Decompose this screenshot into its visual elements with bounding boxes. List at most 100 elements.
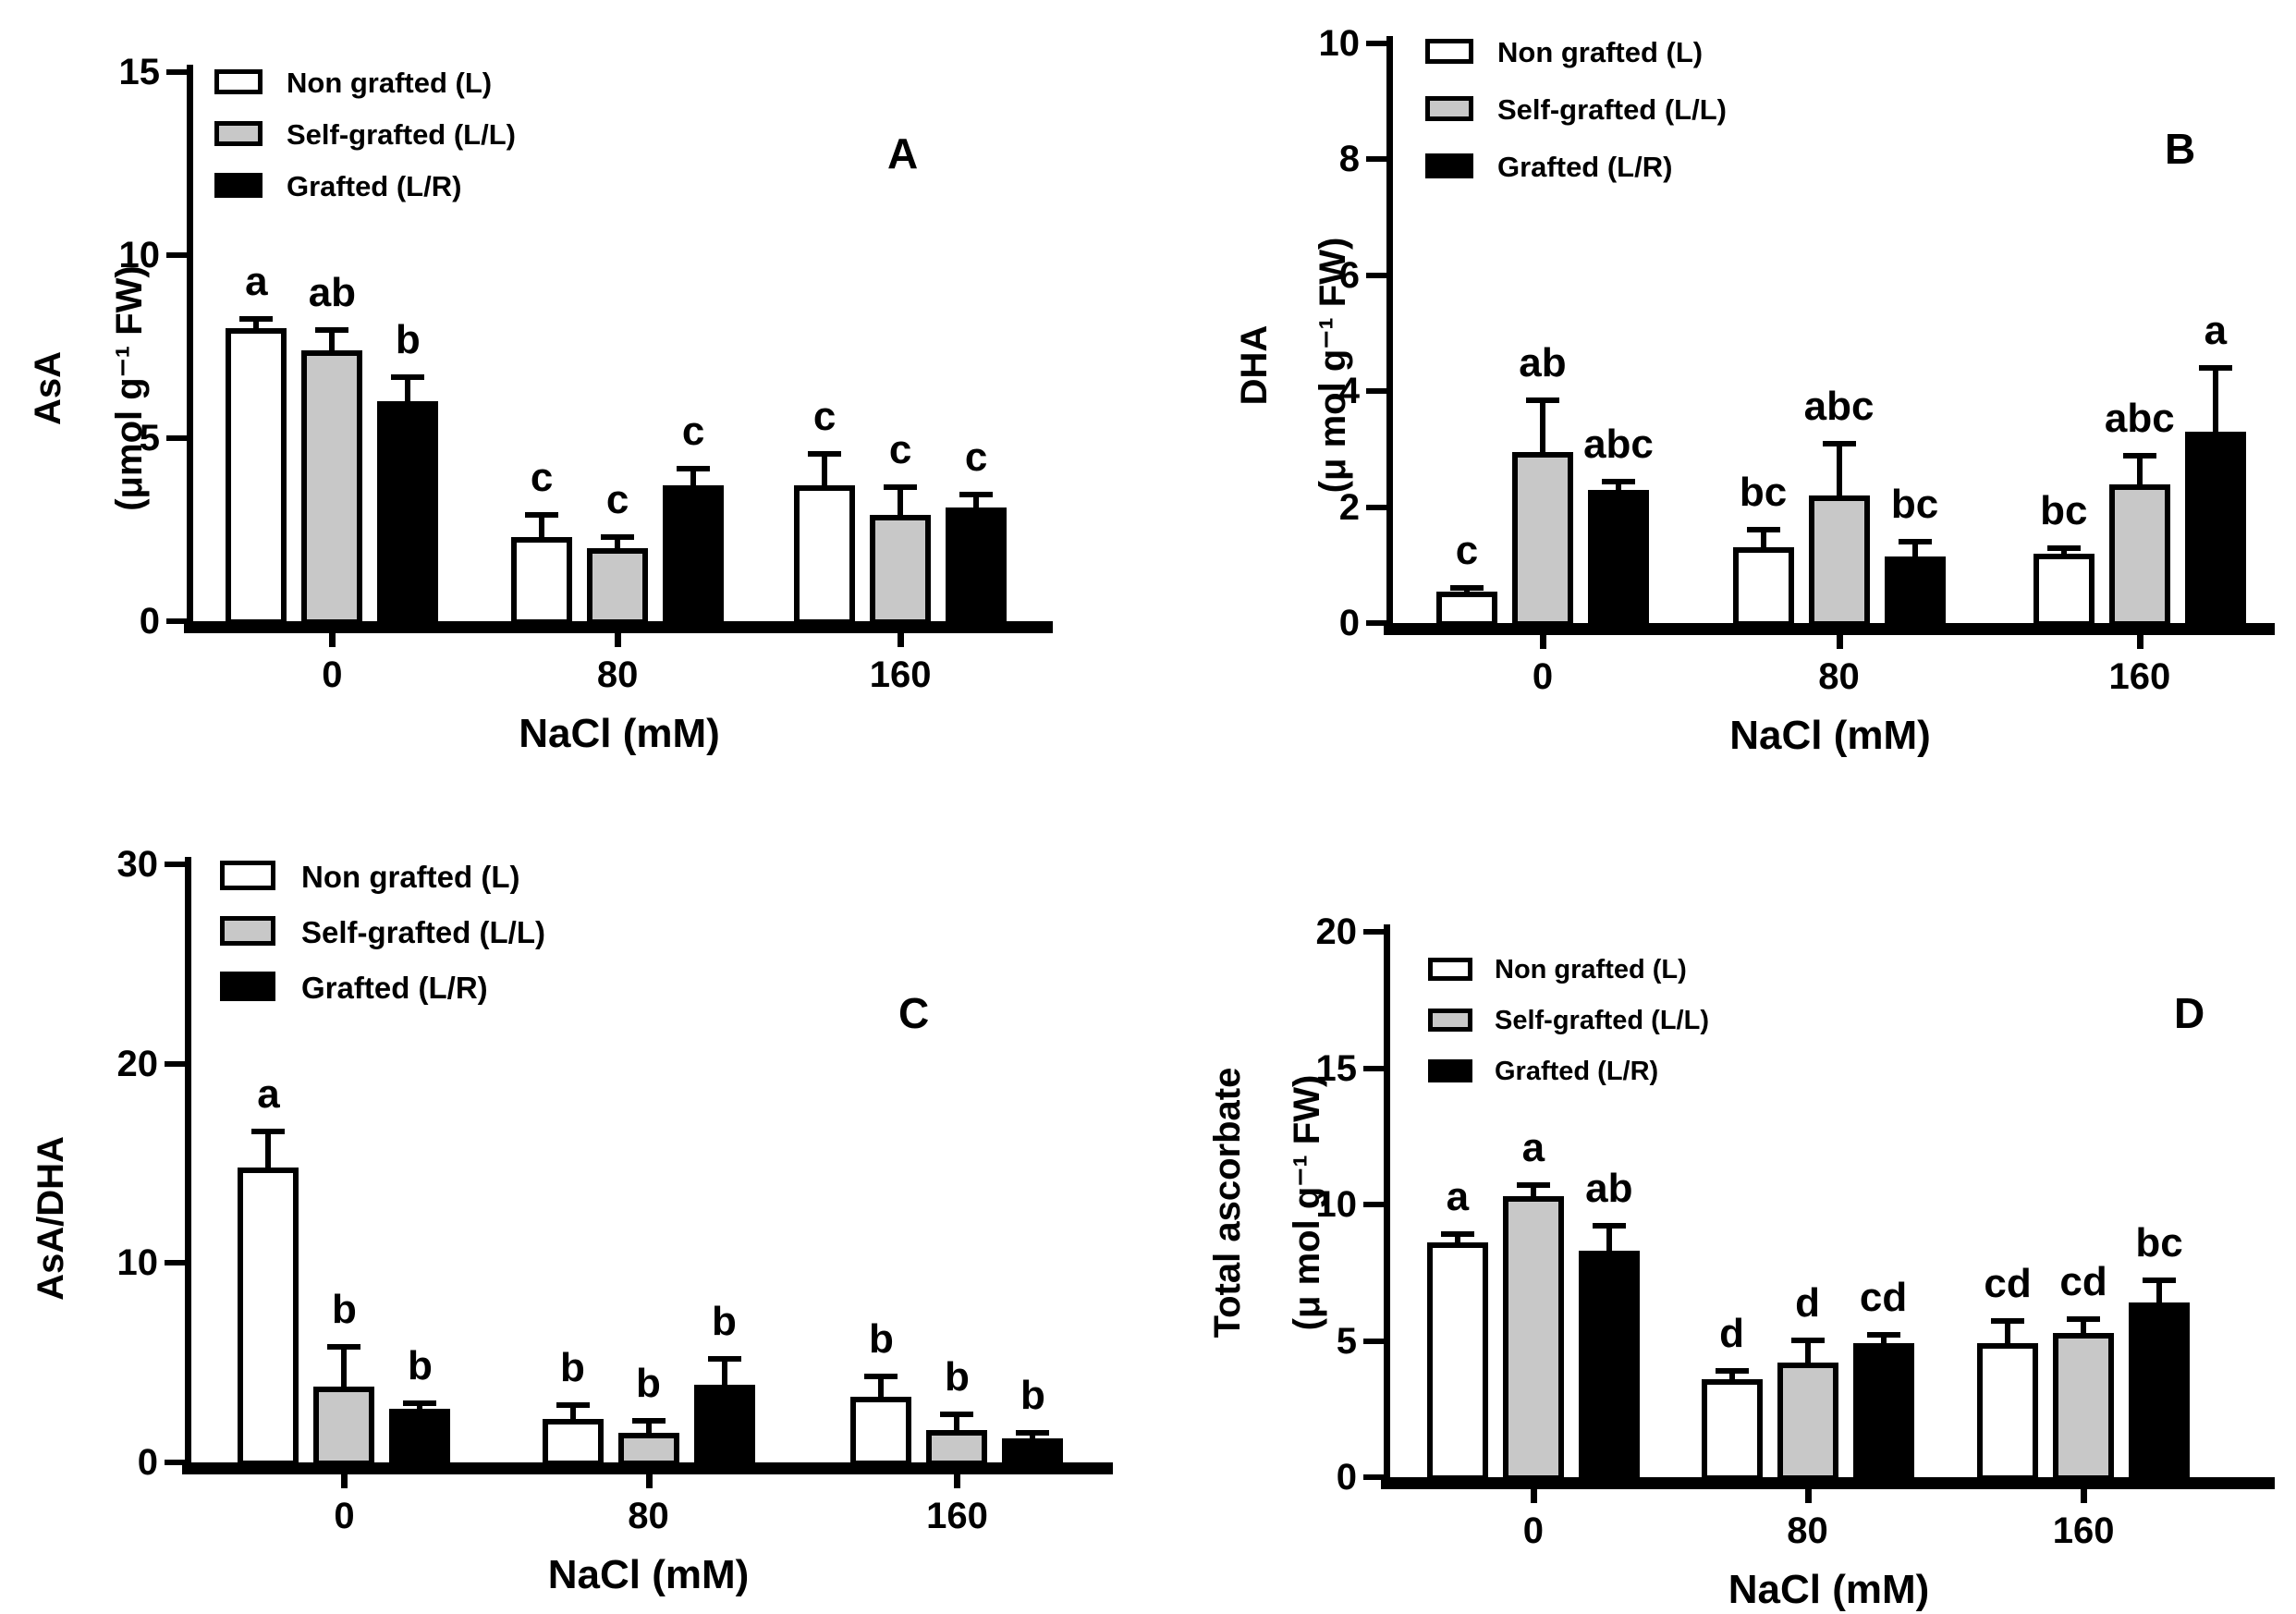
error-bar-cap: [959, 492, 994, 497]
legend-label: Self-grafted (L/L): [287, 118, 516, 151]
significance-letter: b: [945, 1354, 970, 1400]
bar-grafted-l-r-nacl-0: [389, 1409, 451, 1466]
legend-row: Non grafted (L): [220, 861, 608, 892]
y-tick-mark: [166, 435, 189, 441]
significance-letter: cd: [1984, 1261, 2032, 1306]
panel-letter-C: C: [898, 989, 930, 1037]
significance-letter: d: [1795, 1280, 1820, 1326]
legend-row: Grafted (L/R): [1425, 153, 1814, 185]
significance-letter: b: [712, 1299, 737, 1344]
bar-self-grafted-l-l-nacl-80: [617, 1433, 679, 1466]
legend-row: Self-grafted (L/L): [214, 118, 603, 153]
significance-letter: c: [605, 477, 629, 522]
error-bar-cap: [1592, 1223, 1626, 1229]
x-tick-mark: [1836, 635, 1843, 649]
significance-letter: bc: [1739, 470, 1788, 515]
significance-letter: cd: [1859, 1275, 1908, 1320]
y-axis-line: [185, 857, 191, 1474]
significance-letter: bc: [1890, 482, 1939, 527]
bar-grafted-l-r-nacl-80: [663, 485, 725, 625]
error-bar-stem: [2156, 1280, 2163, 1304]
x-tick-mark: [329, 633, 336, 647]
bar-self-grafted-l-l-nacl-160: [926, 1430, 988, 1466]
y-tick-label: 20: [1315, 911, 1358, 952]
bar-non-grafted-l-nacl-0: [1435, 592, 1497, 627]
y-tick-label: 5: [139, 418, 160, 459]
y-axis-line: [1384, 924, 1390, 1489]
y-axis-title: DHA: [1234, 324, 1275, 406]
bar-non-grafted-l-nacl-160: [2033, 554, 2094, 627]
error-bar-stem: [539, 515, 545, 539]
y-tick-label: 10: [116, 1242, 159, 1284]
error-bar-stem: [1804, 1340, 1811, 1364]
x-tick-mark: [2136, 635, 2143, 649]
error-bar-stem: [1030, 1433, 1036, 1440]
error-bar-stem: [1880, 1335, 1887, 1345]
bar-non-grafted-l-nacl-160: [794, 485, 856, 625]
error-bar-cap: [1516, 1182, 1550, 1188]
error-bar-cap: [391, 374, 425, 380]
panel-letter-A: A: [887, 129, 919, 177]
x-tick-label: 80: [628, 1496, 669, 1536]
x-tick-mark: [615, 633, 622, 647]
error-bar-cap: [1016, 1430, 1050, 1436]
bar-self-grafted-l-l-nacl-0: [313, 1387, 375, 1466]
y-axis-line: [1386, 36, 1393, 635]
y-axis-line: [187, 65, 193, 633]
significance-letter: c: [530, 455, 554, 500]
bar-non-grafted-l-nacl-160: [850, 1397, 912, 1466]
bar-non-grafted-l-nacl-80: [1732, 547, 1794, 627]
legend-row: Non grafted (L): [1428, 957, 1816, 989]
error-bar-cap: [1440, 1231, 1474, 1237]
error-bar-cap: [2143, 1278, 2177, 1283]
bar-non-grafted-l-nacl-0: [1426, 1242, 1488, 1481]
y-tick-mark: [1366, 504, 1389, 510]
legend-row: Grafted (L/R): [214, 172, 603, 204]
y-axis-title: AsA/DHA: [31, 1136, 71, 1301]
error-bar-stem: [1615, 482, 1621, 492]
y-tick-label: 0: [139, 601, 160, 642]
error-bar-cap: [884, 484, 918, 490]
x-tick-label: 0: [334, 1496, 355, 1536]
error-bar-stem: [1836, 444, 1842, 497]
x-tick-mark: [898, 633, 905, 647]
error-bar-stem: [615, 537, 621, 550]
error-bar-stem: [2060, 548, 2067, 556]
bar-self-grafted-l-l-nacl-160: [870, 515, 932, 625]
error-bar-cap: [940, 1412, 974, 1417]
error-bar-stem: [2005, 1321, 2011, 1345]
y-tick-mark: [166, 618, 189, 624]
significance-letter: a: [1446, 1174, 1470, 1219]
x-axis-title: NaCl (mM): [1728, 1567, 1930, 1612]
panel-A: 0 5 10 15 0 80 160 NaCl (mM) AsA (μmol g⁻¹ FW) a ab…: [0, 0, 1148, 807]
error-bar-stem: [1911, 542, 1918, 558]
error-bar-cap: [1715, 1368, 1749, 1374]
error-bar-cap: [315, 327, 349, 333]
error-bar-stem: [253, 319, 260, 330]
bar-self-grafted-l-l-nacl-0: [1511, 452, 1573, 627]
y-tick-label: 4: [1338, 371, 1360, 412]
significance-letter: bc: [2135, 1220, 2183, 1266]
y-tick-mark: [1366, 620, 1389, 626]
legend-label: Self-grafted (L/L): [1495, 1006, 1709, 1035]
significance-letter: a: [2204, 308, 2228, 353]
x-tick-label: 0: [1522, 1510, 1544, 1551]
y-tick-label: 6: [1338, 254, 1360, 296]
x-tick-mark: [1539, 635, 1546, 649]
significance-letter: c: [1455, 528, 1479, 573]
legend-label: Non grafted (L): [287, 67, 493, 99]
y-tick-label: 20: [116, 1043, 159, 1084]
error-bar-cap: [2198, 365, 2232, 371]
error-bar-stem: [1760, 530, 1766, 549]
error-bar-stem: [1539, 400, 1545, 454]
error-bar-cap: [327, 1344, 361, 1350]
bar-self-grafted-l-l-nacl-0: [301, 350, 363, 625]
bar-non-grafted-l-nacl-0: [226, 328, 287, 625]
x-tick-label: 160: [926, 1496, 988, 1536]
legend-row: Non grafted (L): [214, 67, 603, 101]
significance-letter: bc: [2040, 488, 2088, 533]
x-tick-label: 80: [1818, 656, 1860, 697]
error-bar-stem: [265, 1131, 272, 1169]
bar-grafted-l-r-nacl-160: [2129, 1302, 2191, 1481]
